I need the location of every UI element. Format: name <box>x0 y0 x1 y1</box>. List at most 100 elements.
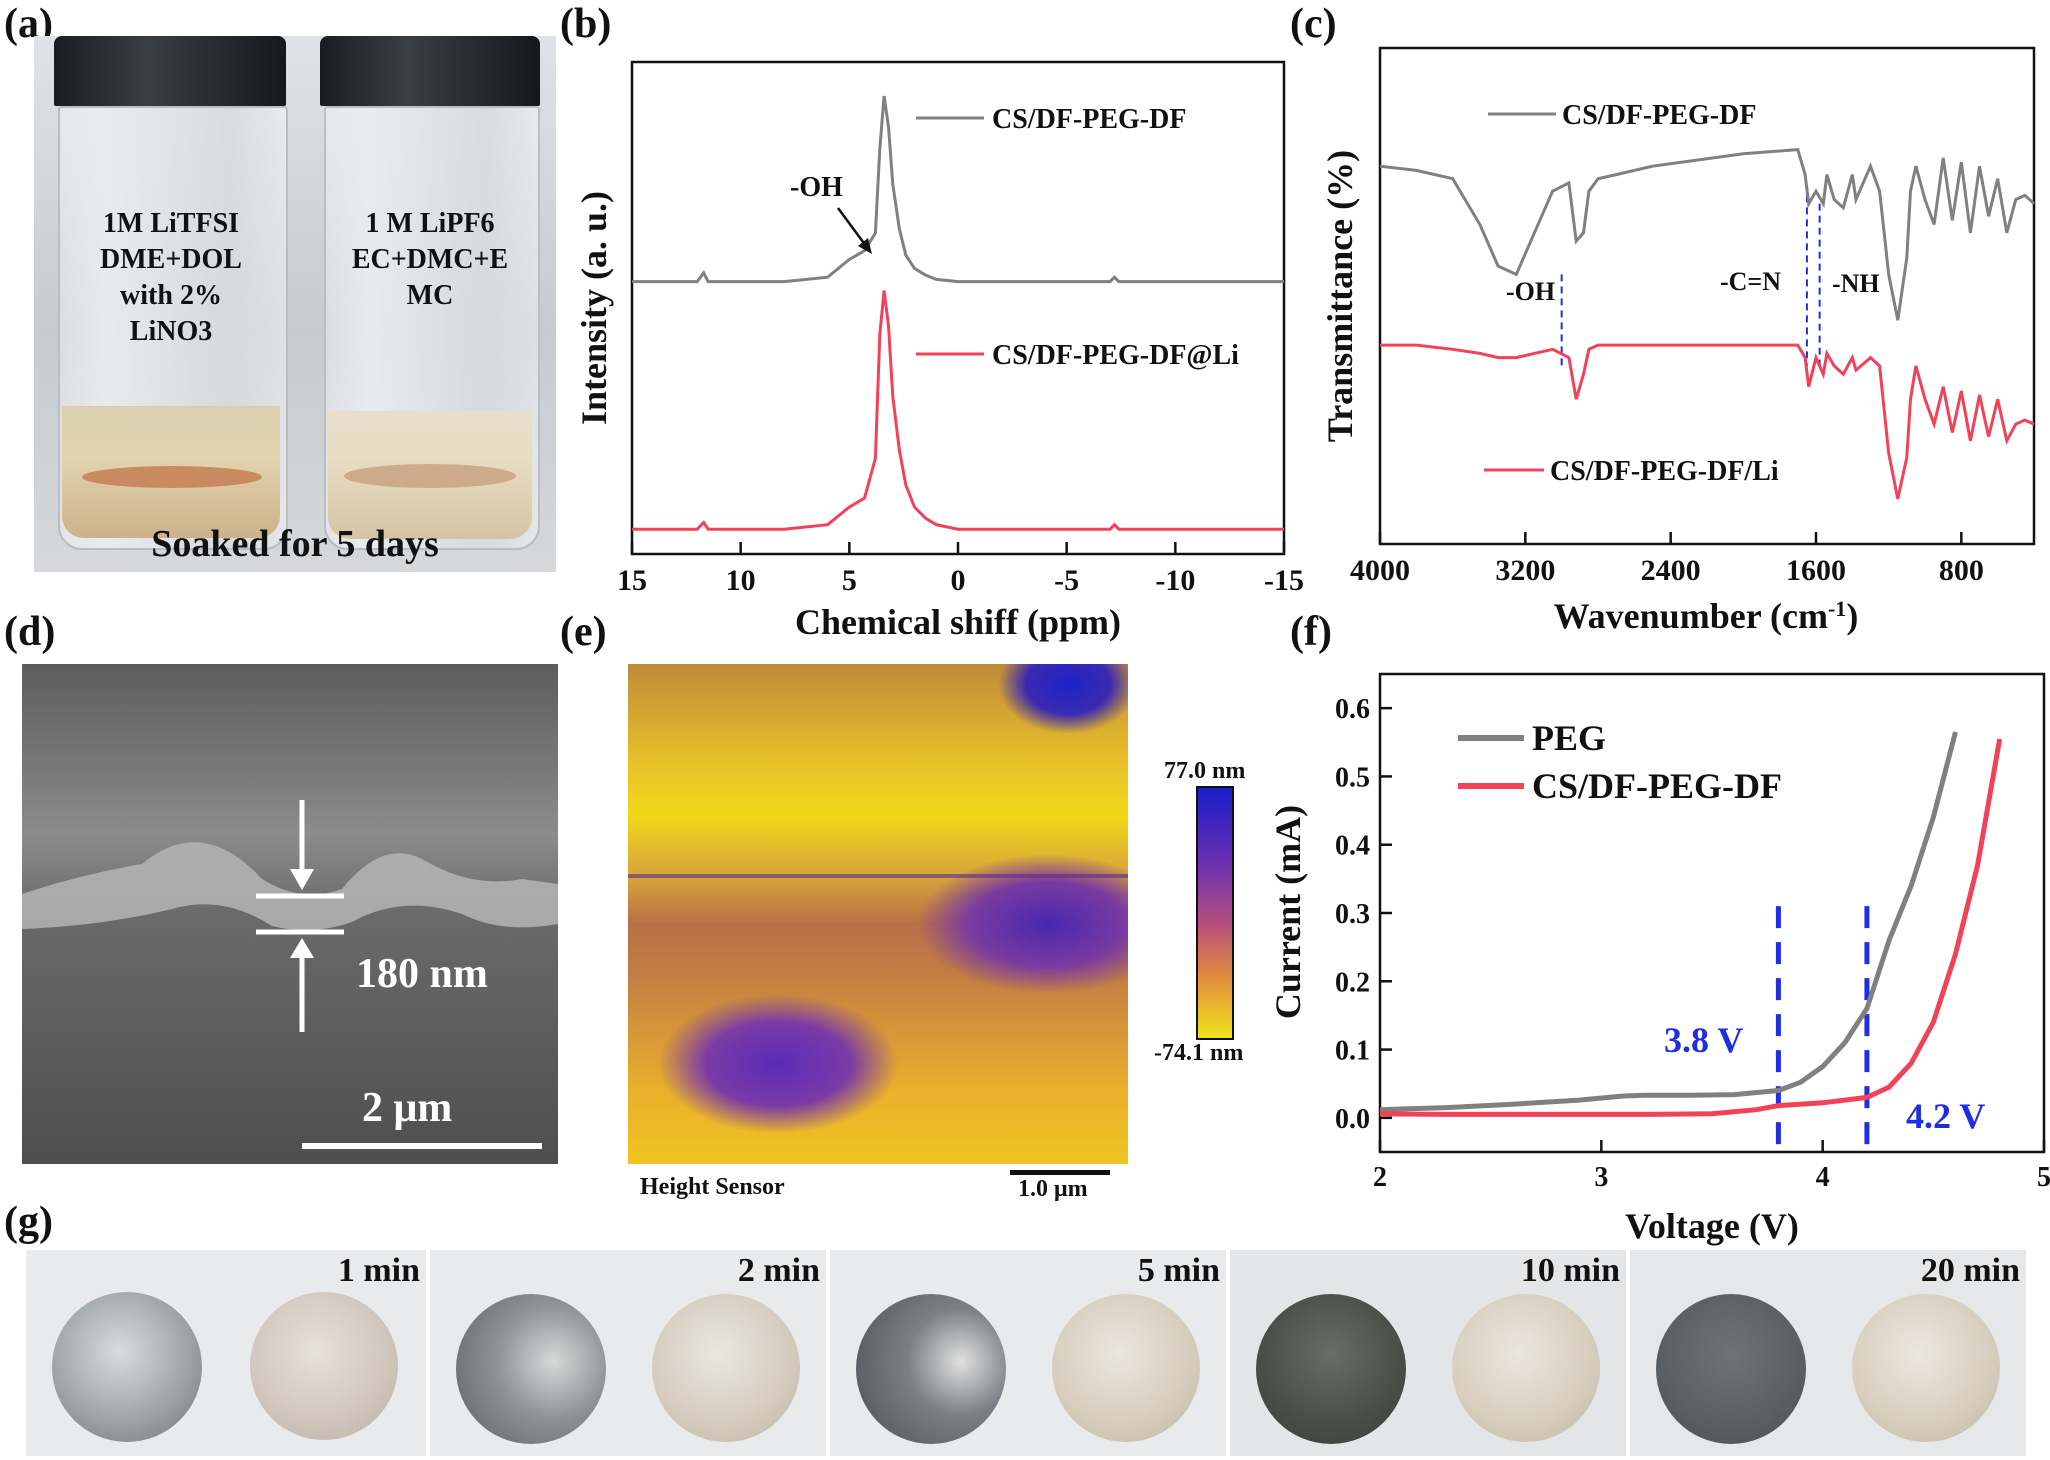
disc-li-4 <box>1256 1294 1406 1444</box>
lsv-series-cs-df-peg-df <box>1379 738 2003 1117</box>
disc-li-2 <box>456 1294 606 1444</box>
disc-li-3 <box>856 1294 1006 1444</box>
lsv-ytick-label: 0.6 <box>1335 694 1370 725</box>
lsv-series-peg <box>1379 731 1958 1113</box>
sem-image: 180 nm 2 μm <box>22 664 558 1164</box>
disc-time-3: 5 min <box>1137 1252 1220 1289</box>
disc-time-1: 1 min <box>337 1252 420 1289</box>
afm-sensor-label: Height Sensor <box>640 1174 785 1200</box>
ftir-series-cs-df-peg-df-li <box>1380 343 2035 500</box>
sem-arrowhead-top <box>290 869 314 890</box>
ftir-oh-label: -OH <box>1506 277 1555 306</box>
nmr-xlabel: Chemical shiff (ppm) <box>795 602 1121 642</box>
nmr-xtick-label: 10 <box>726 564 756 597</box>
disc-cu-5 <box>1852 1294 2000 1442</box>
disc-photo-strip: 1 min 2 min 5 min 10 min 20 min <box>26 1250 2026 1456</box>
nmr-ticks: 15 10 5 0 -5 -10 -15 <box>617 542 1304 597</box>
lsv-xlabel: Voltage (V) <box>1625 1206 1799 1246</box>
sem-overlay <box>22 800 558 1149</box>
ftir-xtick-label: 1600 <box>1786 554 1846 587</box>
lsv-annotation-38: 3.8 V <box>1664 1020 1743 1060</box>
sem-scale-label: 2 μm <box>362 1085 453 1131</box>
disc-cu-1 <box>250 1292 398 1440</box>
lsv-ytick-label: 0.0 <box>1335 1104 1370 1135</box>
lsv-xtick-label: 4 <box>1816 1162 1830 1193</box>
ftir-dashed-markers <box>1560 195 1821 366</box>
disc-li-1 <box>52 1292 202 1442</box>
afm-streak <box>628 874 1128 878</box>
ftir-xtick-label: 3200 <box>1495 554 1555 587</box>
nmr-xtick-label: -15 <box>1264 564 1304 597</box>
lsv-ytick-label: 0.1 <box>1335 1036 1370 1067</box>
nmr-oh-arrowhead <box>858 238 872 254</box>
nmr-series-cs-df-peg-df-li <box>632 290 1284 531</box>
ftir-series-cs-df-peg-df <box>1379 148 2036 321</box>
lsv-legend-label-1: CS/DF-PEG-DF <box>1532 766 1782 806</box>
panel-label-c: (c) <box>1290 1 1337 47</box>
afm-scalebar <box>1010 1170 1110 1175</box>
ftir-frame <box>1378 46 2036 546</box>
lsv-legend-label-0: PEG <box>1532 718 1606 758</box>
nmr-ylabel: Intensity (a. u.) <box>574 191 614 425</box>
disc-time-4: 10 min <box>1520 1252 1620 1289</box>
ftir-xtick-label: 4000 <box>1350 554 1410 587</box>
afm-colorbar-min: -74.1 nm <box>1154 1040 1244 1066</box>
lsv-ylabel: Current (mA) <box>1268 805 1308 1019</box>
lsv-xtick-label: 2 <box>1373 1162 1387 1193</box>
sem-thickness-label: 180 nm <box>356 951 488 997</box>
lsv-ytick-label: 0.2 <box>1335 967 1370 998</box>
panel-label-d: (d) <box>4 609 56 655</box>
vial-caption: Soaked for 5 days <box>151 523 439 565</box>
lsv-xtick-label: 5 <box>2037 1162 2050 1193</box>
nmr-series-cs-df-peg-df <box>632 95 1284 284</box>
ftir-ticks: 4000 3200 2400 1600 800 <box>1350 532 1984 587</box>
nmr-legend-label-0: CS/DF-PEG-DF <box>992 104 1186 135</box>
ftir-xtick-label: 2400 <box>1641 554 1701 587</box>
disc-cu-4 <box>1452 1294 1600 1442</box>
nmr-xtick-label: 15 <box>617 564 647 597</box>
lsv-voltage-markers <box>1775 906 1870 1152</box>
disc-li-5 <box>1656 1294 1806 1444</box>
afm-colorbar <box>1196 786 1234 1040</box>
sem-arrowhead-bottom <box>290 938 314 958</box>
ftir-xtick-label: 800 <box>1939 554 1984 587</box>
sem-film-edge <box>22 842 558 931</box>
ftir-legend-label-1: CS/DF-PEG-DF/Li <box>1550 456 1779 487</box>
vial-photo: 1M LiTFSI DME+DOL with 2% LiNO3 1 M LiPF… <box>34 36 556 572</box>
disc-photo-2: 2 min <box>430 1250 826 1456</box>
disc-photo-4: 10 min <box>1230 1250 1626 1456</box>
lsv-ytick-label: 0.4 <box>1335 831 1370 862</box>
afm-height-map <box>628 664 1128 1164</box>
lsv-ytick-label: 0.5 <box>1335 762 1370 793</box>
vial-right-membrane <box>344 464 516 488</box>
panel-label-e: (e) <box>560 609 607 655</box>
panel-label-f: (f) <box>1290 609 1332 655</box>
lsv-frame <box>1378 672 2046 1154</box>
nmr-oh-arrow <box>836 207 868 247</box>
lsv-xtick-label: 3 <box>1594 1162 1608 1193</box>
nmr-xtick-label: 5 <box>842 564 857 597</box>
disc-time-2: 2 min <box>737 1252 820 1289</box>
ftir-cn-label: -C=N <box>1720 267 1781 296</box>
ftir-nh-label: -NH <box>1832 269 1880 298</box>
vial-left-cap <box>54 36 286 106</box>
ftir-legend-label-0: CS/DF-PEG-DF <box>1562 100 1756 131</box>
lsv-ticks: 2 3 4 5 0.0 0.1 0.2 0.3 0.4 0.5 0.6 <box>1335 694 2050 1193</box>
disc-photo-3: 5 min <box>830 1250 1226 1456</box>
vial-right-cap <box>320 36 540 106</box>
disc-cu-3 <box>1052 1294 1200 1442</box>
lsv-annotation-42: 4.2 V <box>1906 1096 1985 1136</box>
ftir-xlabel: Wavenumber (cm-1) <box>1554 596 1859 637</box>
vial-left-membrane <box>82 466 262 488</box>
nmr-xtick-label: 0 <box>951 564 966 597</box>
disc-time-5: 20 min <box>1920 1252 2020 1289</box>
vial-right-label: 1 M LiPF6 EC+DMC+E MC <box>351 208 509 311</box>
afm-scale-label: 1.0 μm <box>1018 1176 1088 1202</box>
ftir-ylabel: Transmittance (%) <box>1320 150 1360 442</box>
nmr-oh-annotation: -OH <box>790 172 843 203</box>
disc-photo-5: 20 min <box>1630 1250 2026 1456</box>
disc-photo-1: 1 min <box>26 1250 426 1456</box>
lsv-ytick-label: 0.3 <box>1335 899 1370 930</box>
